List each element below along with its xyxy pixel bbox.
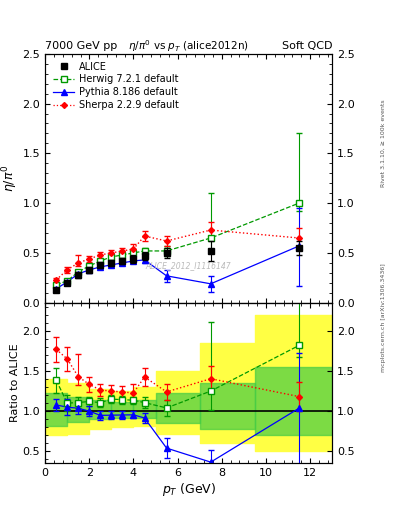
X-axis label: $p_T$ (GeV): $p_T$ (GeV) — [162, 481, 216, 498]
Y-axis label: Ratio to ALICE: Ratio to ALICE — [10, 344, 20, 422]
Y-axis label: $\eta/\pi^0$: $\eta/\pi^0$ — [0, 165, 20, 192]
Text: Soft QCD: Soft QCD — [282, 41, 332, 51]
Text: Rivet 3.1.10, ≥ 100k events: Rivet 3.1.10, ≥ 100k events — [381, 99, 386, 187]
Legend: ALICE, Herwig 7.2.1 default, Pythia 8.186 default, Sherpa 2.2.9 default: ALICE, Herwig 7.2.1 default, Pythia 8.18… — [50, 58, 182, 113]
Text: mcplots.cern.ch [arXiv:1306.3436]: mcplots.cern.ch [arXiv:1306.3436] — [381, 263, 386, 372]
Text: ALICE_2012_I1116147: ALICE_2012_I1116147 — [146, 261, 231, 270]
Text: 7000 GeV pp: 7000 GeV pp — [45, 41, 118, 51]
Title: $\eta/\pi^0$ vs $p_T$ (alice2012n): $\eta/\pi^0$ vs $p_T$ (alice2012n) — [128, 38, 249, 54]
